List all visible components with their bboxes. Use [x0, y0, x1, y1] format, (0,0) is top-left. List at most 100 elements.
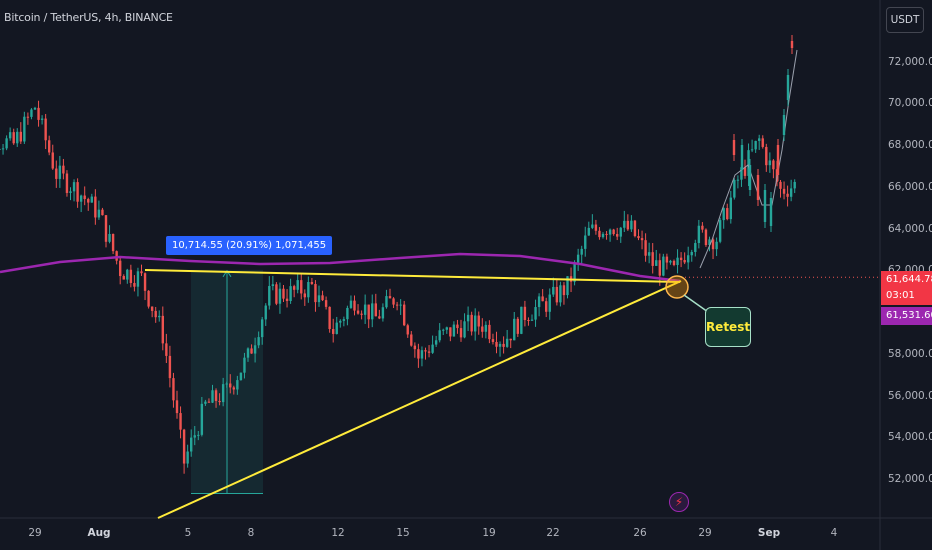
candle-body [349, 300, 353, 308]
candle-body [115, 251, 118, 261]
candle-body [136, 271, 140, 287]
candle-body [165, 343, 168, 356]
candle-body [431, 344, 434, 353]
candle-body [97, 209, 101, 218]
x-tick-label: 5 [184, 527, 192, 539]
x-tick-label: 4 [830, 527, 838, 539]
candle-body [683, 260, 686, 263]
candle-body [360, 313, 363, 315]
candle-body [0, 148, 1, 150]
candle-body [200, 403, 204, 435]
retest-marker [665, 275, 689, 299]
candle-body [584, 235, 587, 249]
y-tick-label: 52,000.00 [888, 473, 932, 485]
candle-body [236, 380, 239, 390]
candle-body [505, 338, 509, 347]
candle-body [704, 229, 708, 246]
x-tick-label: 22 [546, 527, 560, 539]
currency-button[interactable]: USDT [886, 7, 924, 33]
candle-body [616, 234, 619, 237]
candle-body [332, 329, 335, 334]
candle-body [140, 271, 143, 274]
candle-body [438, 330, 441, 341]
candle-body [669, 260, 672, 263]
x-tick-label: 15 [396, 527, 410, 539]
candle-body [335, 322, 338, 334]
x-tick-label: Sep [757, 527, 781, 539]
candle-body [243, 357, 246, 373]
last-price-tag: 61,644.78 03:01 [881, 271, 932, 305]
candle-body [406, 325, 409, 335]
candle-body [399, 304, 402, 306]
candle-body [782, 115, 786, 135]
candle-body [516, 318, 519, 334]
candle-body [37, 107, 40, 120]
candle-body [182, 429, 186, 464]
candle-body [726, 208, 729, 220]
x-tick-label: Aug [87, 527, 111, 539]
candle-body [154, 310, 157, 318]
candle-body [651, 252, 654, 266]
candle-body [711, 239, 715, 250]
y-tick-label: 66,000.00 [888, 181, 932, 193]
candle-body [789, 188, 793, 197]
candle-body [55, 168, 58, 179]
candle-body [605, 233, 608, 235]
candle-body [612, 229, 615, 235]
candle-body [214, 390, 218, 401]
candle-body [147, 290, 150, 307]
candle-body [133, 282, 136, 287]
candle-body [94, 196, 97, 218]
candle-body [537, 296, 541, 308]
candle-body [623, 220, 626, 228]
candle-body [225, 383, 228, 385]
candle-body [58, 165, 62, 179]
candle-body [495, 341, 498, 347]
candle-body [619, 227, 622, 237]
candle-body [580, 248, 583, 255]
candle-body [530, 319, 534, 321]
candle-body [694, 243, 697, 252]
candle-body [608, 229, 612, 235]
candle-body [786, 75, 790, 100]
candle-body [769, 198, 773, 226]
candle-body [697, 225, 701, 244]
candle-body [750, 149, 754, 151]
candle-body [346, 307, 349, 320]
candle-body [179, 413, 182, 430]
bar-countdown: 03:01 [886, 290, 915, 301]
candle-body [8, 132, 12, 139]
candle-body [420, 350, 424, 359]
resistance-trendline [144, 269, 681, 283]
candle-body [690, 251, 693, 256]
candle-body [637, 236, 640, 239]
candle-body [122, 276, 125, 280]
candle-body [374, 303, 377, 317]
candle-body [381, 307, 385, 319]
lightning-bolt-icon[interactable]: ⚡ [669, 492, 689, 512]
y-tick-label: 70,000.00 [888, 97, 932, 109]
candle-body [413, 345, 417, 350]
candle-body [498, 343, 502, 347]
candle-body [509, 338, 512, 341]
candle-body [83, 195, 86, 200]
candle-body [16, 131, 19, 144]
candle-body [701, 225, 704, 230]
candle-body [403, 304, 406, 326]
y-tick-label: 58,000.00 [888, 348, 932, 360]
candle-body [172, 378, 175, 401]
candle-body [761, 138, 764, 147]
candle-body [48, 140, 51, 153]
candle-body [378, 316, 381, 319]
candle-body [729, 197, 732, 220]
candle-body [285, 298, 289, 302]
candle-body [108, 233, 111, 242]
candle-body [250, 348, 253, 354]
y-tick-label: 72,000.00 [888, 56, 932, 68]
candle-body [239, 372, 243, 381]
candle-body [232, 387, 235, 390]
candle-body [204, 401, 207, 404]
candle-body [33, 107, 37, 110]
candle-body [672, 260, 676, 266]
candle-body [328, 306, 331, 330]
